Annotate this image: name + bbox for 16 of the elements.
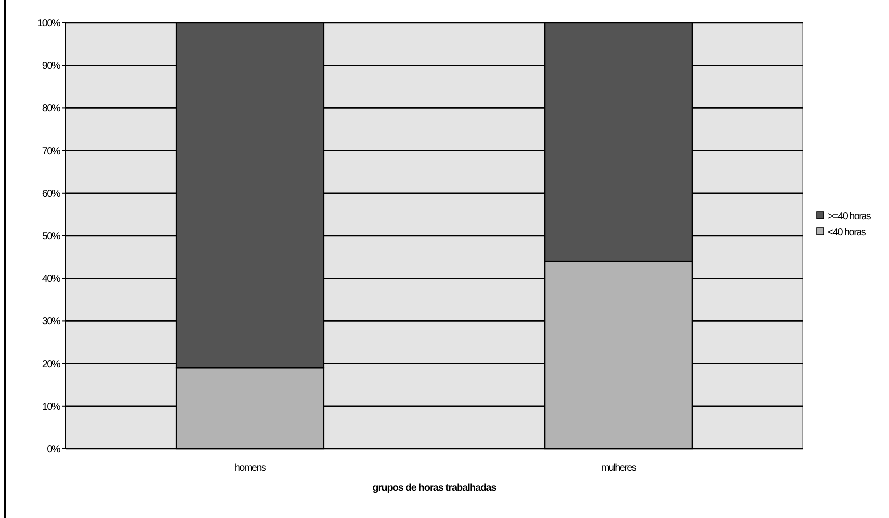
legend-label: >=40 horas <box>828 212 872 222</box>
y-tick-label: 10% <box>42 402 61 413</box>
y-tick-label: 20% <box>42 359 61 370</box>
y-tick-label: 50% <box>42 232 61 242</box>
y-tick-label: 60% <box>42 188 61 200</box>
y-tick-label: 100% <box>38 18 61 30</box>
y-tick-label: 0% <box>47 444 61 456</box>
x-tick-label: homens <box>234 463 266 474</box>
x-axis-title: grupos de horas trabalhadas <box>372 483 498 494</box>
y-tick-label: 80% <box>42 104 61 115</box>
x-tick-label: mulheres <box>601 463 637 474</box>
y-tick-label: 70% <box>42 146 61 158</box>
legend-label: <40 horas <box>828 228 866 238</box>
y-tick-label: 40% <box>42 274 61 286</box>
y-tick-label: 90% <box>42 61 61 72</box>
y-tick-label: 30% <box>42 316 61 328</box>
